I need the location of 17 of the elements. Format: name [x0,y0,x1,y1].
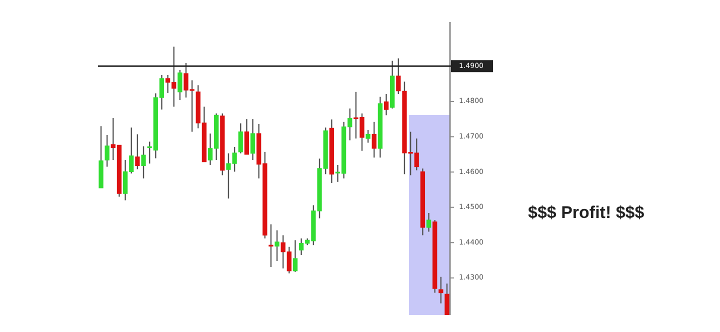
candlestick [250,118,256,161]
candlestick [141,146,146,179]
candlestick [366,129,370,144]
candlestick [104,134,110,168]
candlestick [178,69,182,101]
candlestick [444,282,450,316]
candlestick [426,212,432,232]
candlestick [268,224,274,268]
candlestick [244,118,250,155]
candlestick [238,122,243,154]
candlestick [396,58,401,95]
candlestick [372,121,376,158]
candlestick [135,134,140,170]
candlestick [274,230,280,262]
text: $$$ Profit! $$$ [528,203,644,223]
candlestick [384,93,389,116]
candlestick [292,240,298,273]
